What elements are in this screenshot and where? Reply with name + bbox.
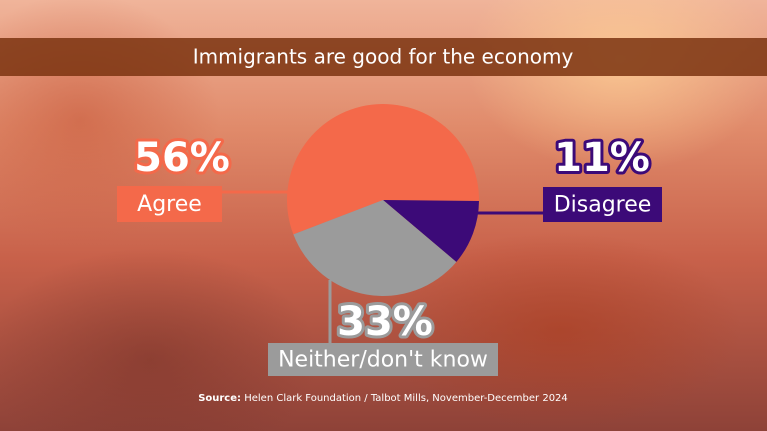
title-bar <box>0 38 767 76</box>
category-label: Neither/don't know <box>278 348 488 373</box>
source-label: Source: <box>198 393 241 404</box>
source-text: Helen Clark Foundation / Talbot Mills, N… <box>244 393 568 404</box>
chart-title: Immigrants are good for the economy <box>193 45 574 69</box>
label-box <box>543 187 662 222</box>
value-label: 56% <box>134 135 230 181</box>
pie-slice <box>287 104 479 235</box>
value-label: 11% <box>554 135 650 181</box>
category-label: Disagree <box>554 193 652 218</box>
value-label: 33% <box>337 299 433 345</box>
pie-slice <box>293 200 457 296</box>
label-box <box>268 343 498 376</box>
label-box <box>117 186 222 222</box>
category-label: Agree <box>137 192 202 217</box>
labels: Agree 56% Disagree 11% Neither/don't know 33% <box>117 132 662 376</box>
pie <box>287 104 479 296</box>
pie-slice <box>383 200 479 262</box>
source: Source: Helen Clark Foundation / Talbot … <box>198 393 568 404</box>
